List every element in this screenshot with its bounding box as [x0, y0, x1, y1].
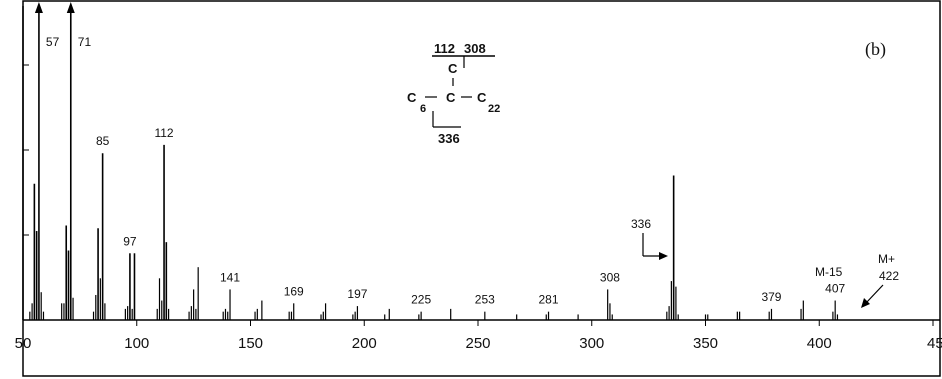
arrow-m-plus-head — [861, 298, 870, 308]
structure-atom-c22: C — [477, 90, 487, 105]
structure-fragment-308: 308 — [464, 41, 486, 56]
x-tick-label-350: 350 — [693, 335, 718, 352]
peak-label-225: 225 — [411, 293, 431, 307]
label-422: 422 — [879, 269, 899, 283]
structure-fragment-112: 112 — [434, 41, 455, 56]
y-ticks — [23, 64, 29, 236]
peak-label-85: 85 — [96, 134, 110, 148]
annotation-m15: M-15 — [815, 265, 843, 279]
peak-label-253: 253 — [475, 293, 495, 307]
annotation-336: 336 — [631, 217, 668, 260]
x-tick-label-100: 100 — [124, 335, 149, 352]
structure-fragment-336: 336 — [438, 131, 460, 146]
peak-label-308: 308 — [600, 270, 620, 284]
off-scale-arrowhead-57 — [34, 2, 43, 13]
arrow-336-head — [659, 252, 668, 260]
x-tick-label-300: 300 — [579, 335, 604, 352]
x-tick-label-150: 150 — [238, 335, 263, 352]
arrow-m-plus-shaft — [865, 284, 884, 304]
structure-atom-c6: C — [407, 90, 417, 105]
peak-label-407: 407 — [825, 282, 845, 296]
peak-label-97: 97 — [123, 234, 137, 248]
peak-labels: 57 71 85 97 112 141 169 197 225 253 281 308 379 407 — [46, 35, 846, 307]
peak-label-112: 112 — [154, 126, 173, 140]
structure-diagram: 112 308 C C 6 C C 22 336 — [407, 41, 500, 146]
annotation-molecular-ion: M+ 422 — [861, 252, 899, 308]
x-tick-label-450: 450 — [927, 335, 942, 352]
peak-label-57: 57 — [46, 35, 60, 49]
panel-label: (b) — [865, 39, 886, 60]
label-m-plus: M+ — [878, 252, 895, 266]
structure-atom-c-center: C — [446, 90, 456, 105]
structure-atom-c-top: C — [448, 61, 458, 76]
peak-label-169: 169 — [284, 284, 304, 298]
peak-label-141: 141 — [220, 270, 240, 284]
peak-label-379: 379 — [761, 290, 781, 304]
structure-c6-subscript: 6 — [420, 103, 426, 115]
peak-label-281: 281 — [539, 293, 559, 307]
x-tick-label-250: 250 — [465, 335, 490, 352]
structure-c22-subscript: 22 — [488, 103, 500, 115]
spectrum-peaks — [29, 2, 839, 320]
peak-label-71: 71 — [78, 35, 92, 49]
peak-label-197: 197 — [347, 287, 367, 301]
off-scale-arrowhead-71 — [66, 2, 75, 13]
label-336: 336 — [631, 217, 651, 231]
x-tick-label-50: 50 — [15, 335, 32, 352]
label-m-15: M-15 — [815, 265, 843, 279]
x-tick-labels: 50 100 150 200 250 300 350 400 450 — [15, 335, 942, 352]
x-tick-label-200: 200 — [352, 335, 377, 352]
x-ticks — [22, 320, 934, 326]
x-tick-label-400: 400 — [807, 335, 832, 352]
